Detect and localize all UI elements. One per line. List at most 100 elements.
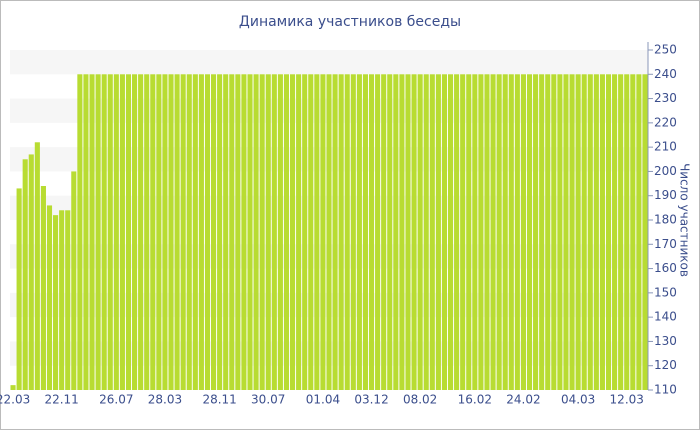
bar bbox=[46, 205, 53, 390]
bar bbox=[89, 74, 95, 391]
x-tick-label: 12.03 bbox=[610, 393, 644, 407]
bar bbox=[95, 74, 101, 391]
bar bbox=[429, 74, 435, 391]
bar bbox=[59, 210, 65, 390]
x-tick-label: 24.02 bbox=[506, 393, 540, 407]
bar bbox=[198, 74, 204, 391]
bar bbox=[344, 74, 350, 391]
bar bbox=[156, 74, 162, 391]
bar bbox=[618, 74, 624, 391]
y-tick-label: 170 bbox=[654, 237, 677, 251]
x-tick-label: 16.02 bbox=[458, 393, 492, 407]
bar bbox=[581, 74, 587, 391]
bar bbox=[478, 74, 484, 391]
bar bbox=[423, 74, 429, 391]
bar bbox=[174, 74, 180, 391]
bar bbox=[381, 74, 387, 391]
bar bbox=[168, 74, 174, 391]
x-tick-label: 26.07 bbox=[99, 393, 133, 407]
bar bbox=[490, 74, 496, 391]
bar bbox=[180, 74, 186, 391]
bar bbox=[466, 74, 472, 391]
grid-band bbox=[10, 50, 648, 75]
bar bbox=[235, 74, 241, 391]
bar bbox=[247, 74, 253, 391]
y-tick-label: 110 bbox=[654, 383, 677, 397]
bar bbox=[241, 74, 247, 391]
bar bbox=[332, 74, 338, 391]
bar bbox=[630, 74, 636, 391]
bar bbox=[320, 74, 326, 391]
bar bbox=[593, 74, 599, 391]
y-tick-label: 230 bbox=[654, 91, 677, 105]
y-tick-label: 190 bbox=[654, 188, 677, 202]
x-tick-label: 22.11 bbox=[44, 393, 78, 407]
bar bbox=[563, 74, 569, 391]
bar bbox=[253, 74, 259, 391]
bar bbox=[454, 74, 460, 391]
bar bbox=[520, 74, 526, 391]
bar bbox=[362, 74, 369, 391]
bar bbox=[569, 74, 575, 391]
bar bbox=[533, 74, 539, 391]
x-tick-label: 28.03 bbox=[148, 393, 182, 407]
bar bbox=[259, 74, 265, 391]
bar bbox=[484, 74, 490, 391]
bar bbox=[545, 74, 551, 391]
bar bbox=[192, 74, 198, 391]
bar bbox=[575, 74, 581, 391]
bar bbox=[502, 74, 508, 391]
bar bbox=[447, 74, 454, 391]
bar bbox=[211, 74, 217, 391]
bar bbox=[119, 74, 125, 391]
bar bbox=[308, 74, 314, 391]
bar bbox=[338, 74, 344, 391]
bar bbox=[435, 74, 441, 391]
bar bbox=[77, 74, 83, 391]
bar bbox=[526, 74, 533, 391]
bar bbox=[107, 74, 113, 391]
bar bbox=[83, 74, 89, 391]
bar bbox=[101, 74, 107, 391]
bar bbox=[387, 74, 393, 391]
bar bbox=[551, 74, 557, 391]
bar bbox=[144, 74, 150, 391]
bar bbox=[411, 74, 417, 391]
y-tick-label: 220 bbox=[654, 115, 677, 129]
bar bbox=[636, 74, 642, 391]
y-tick-label: 120 bbox=[654, 358, 677, 372]
y-tick-label: 250 bbox=[654, 43, 677, 57]
bar bbox=[223, 74, 229, 391]
bar bbox=[113, 74, 119, 391]
bar bbox=[441, 74, 447, 391]
bar bbox=[460, 74, 466, 391]
bar bbox=[350, 74, 356, 391]
bar bbox=[28, 154, 34, 390]
bar bbox=[162, 74, 168, 391]
bar bbox=[557, 74, 563, 391]
x-tick-label: 30.07 bbox=[251, 393, 285, 407]
bar bbox=[508, 74, 514, 391]
y-tick-label: 150 bbox=[654, 285, 677, 299]
x-tick-label: 01.04 bbox=[306, 393, 340, 407]
bar bbox=[642, 74, 648, 391]
bar bbox=[393, 74, 399, 391]
bar bbox=[539, 74, 545, 391]
bar bbox=[277, 74, 283, 391]
bar bbox=[229, 74, 235, 391]
y-tick-label: 210 bbox=[654, 140, 677, 154]
bar bbox=[150, 74, 156, 391]
bar bbox=[587, 74, 593, 391]
bar bbox=[271, 74, 277, 391]
bar bbox=[283, 74, 290, 391]
x-tick-label: 08.02 bbox=[403, 393, 437, 407]
y-tick-label: 130 bbox=[654, 334, 677, 348]
bar bbox=[186, 74, 192, 391]
bar bbox=[472, 74, 478, 391]
bar bbox=[53, 215, 59, 390]
y-tick-label: 240 bbox=[654, 67, 677, 81]
bar bbox=[356, 74, 362, 391]
bar bbox=[125, 74, 132, 391]
y-tick-label: 200 bbox=[654, 164, 677, 178]
